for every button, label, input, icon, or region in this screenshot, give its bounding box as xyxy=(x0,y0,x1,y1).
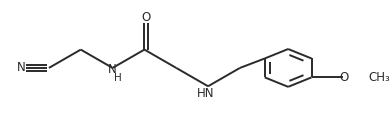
Text: N: N xyxy=(108,63,117,76)
Text: O: O xyxy=(142,11,151,24)
Text: N: N xyxy=(16,61,25,74)
Text: HN: HN xyxy=(196,86,214,100)
Text: H: H xyxy=(114,73,122,83)
Text: O: O xyxy=(340,71,349,84)
Text: CH₃: CH₃ xyxy=(368,71,390,84)
